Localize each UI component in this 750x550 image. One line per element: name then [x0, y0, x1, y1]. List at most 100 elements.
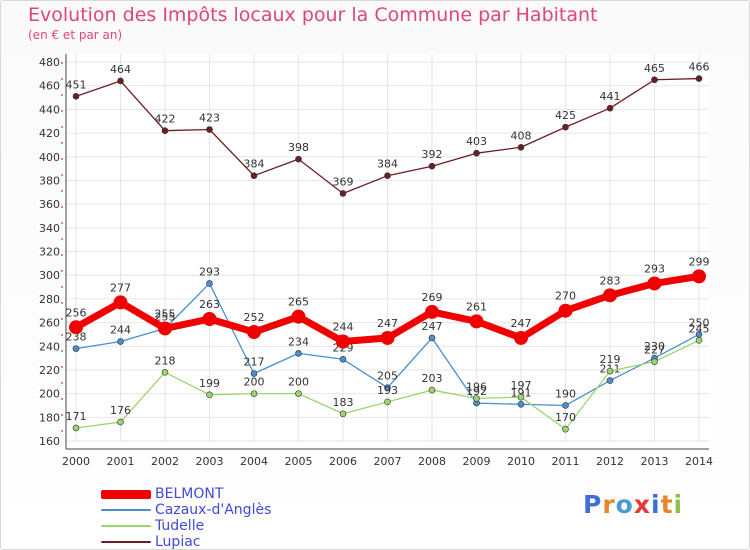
data-label: 384: [377, 158, 398, 171]
data-point: [117, 418, 124, 426]
legend-swatch: [101, 541, 151, 543]
data-label: 252: [244, 311, 265, 324]
proxiti-logo: Proxiti: [583, 490, 683, 519]
legend-item: Tudelle: [101, 518, 271, 534]
data-label: 196: [466, 380, 487, 393]
data-label: 283: [600, 274, 621, 287]
x-tick-label: 2013: [641, 455, 669, 468]
data-point: [695, 337, 703, 344]
data-point: [647, 276, 662, 291]
x-tick-label: 2011: [552, 455, 580, 468]
y-tick-label: 380: [39, 174, 60, 187]
x-tick-label: 2007: [374, 455, 402, 468]
data-label: 451: [66, 78, 87, 91]
x-tick-label: 2000: [62, 455, 90, 468]
data-point: [473, 149, 480, 157]
legend-label: Lupiac: [155, 534, 201, 550]
data-point: [339, 410, 347, 418]
data-point: [295, 155, 302, 163]
chart-title: Evolution des Impôts locaux pour la Comm…: [28, 4, 598, 26]
chart-subtitle: (en € et par an): [28, 28, 123, 42]
x-tick-label: 2008: [418, 455, 446, 468]
logo-letter: t: [660, 490, 674, 519]
legend-swatch: [101, 525, 151, 527]
data-point: [113, 295, 128, 310]
data-point: [562, 402, 569, 409]
data-point: [606, 377, 614, 384]
data-label: 247: [422, 320, 443, 333]
data-point: [384, 398, 391, 406]
data-point: [161, 369, 169, 376]
logo-letter: r: [602, 490, 616, 519]
data-label: 227: [644, 344, 665, 357]
data-point: [606, 104, 614, 112]
data-label: 392: [422, 148, 443, 161]
y-tick-label: 220: [39, 364, 60, 377]
data-label: 238: [66, 331, 87, 344]
data-point: [651, 76, 658, 84]
data-point: [206, 126, 213, 133]
data-label: 441: [600, 90, 621, 103]
y-tick-label: 480: [39, 56, 60, 69]
data-point: [158, 321, 172, 336]
data-label: 190: [555, 387, 576, 400]
data-label: 171: [66, 410, 87, 423]
logo-letter: x: [633, 490, 651, 519]
x-tick-label: 2006: [329, 455, 357, 468]
data-point: [469, 314, 484, 329]
y-tick-label: 460: [39, 80, 60, 93]
x-tick-label: 2002: [151, 455, 179, 468]
logo-letter: i: [651, 490, 661, 519]
legend-label: BELMONT: [155, 486, 224, 502]
data-point: [72, 424, 80, 432]
data-label: 203: [422, 372, 443, 385]
x-tick-label: 2004: [240, 455, 268, 468]
series-lupiac: 451 464 422 423 384 398 369 384 392 403 408 425 441 4…: [66, 61, 710, 197]
data-point: [428, 162, 436, 170]
data-label: 265: [288, 296, 309, 309]
x-tick-label: 2012: [596, 455, 624, 468]
data-label: 269: [422, 291, 443, 304]
data-point: [473, 395, 480, 402]
data-point: [339, 355, 347, 363]
logo-letter: o: [615, 490, 634, 519]
y-tick-label: 160: [39, 435, 60, 448]
data-label: 293: [644, 262, 665, 275]
y-tick-label: 260: [39, 317, 60, 330]
legend-item: Lupiac: [101, 534, 271, 550]
x-tick-label: 2010: [507, 455, 535, 468]
data-point: [425, 304, 439, 319]
data-label: 422: [155, 113, 176, 126]
data-label: 465: [644, 62, 665, 75]
data-label: 255: [155, 307, 176, 320]
data-point: [247, 325, 261, 340]
logo-letter: i: [673, 490, 684, 519]
series-cazaux-d-angl-s: 2382442552932172342292052471921911902112…: [66, 265, 710, 409]
data-label: 205: [377, 370, 398, 383]
data-label: 176: [110, 404, 131, 417]
data-label: 230: [644, 340, 665, 353]
x-tick-label: 2003: [196, 455, 224, 468]
legend-swatch: [101, 489, 151, 499]
data-label: 245: [689, 322, 710, 335]
data-point: [514, 330, 528, 345]
data-label: 425: [555, 109, 576, 122]
legend-item: BELMONT: [101, 486, 271, 502]
data-point: [202, 312, 217, 327]
data-label: 191: [511, 386, 532, 399]
data-point: [517, 143, 525, 151]
data-label: 200: [288, 376, 309, 389]
legend-label: Tudelle: [155, 518, 205, 534]
data-point: [72, 345, 80, 352]
data-point: [384, 172, 391, 179]
data-point: [206, 280, 213, 287]
data-label: 263: [199, 298, 220, 311]
data-point: [295, 390, 302, 397]
data-label: 192: [466, 385, 487, 398]
data-label: 270: [555, 290, 576, 303]
data-point: [562, 425, 569, 433]
y-tick-label: 300: [39, 269, 60, 282]
y-tick-label: 180: [39, 411, 60, 424]
